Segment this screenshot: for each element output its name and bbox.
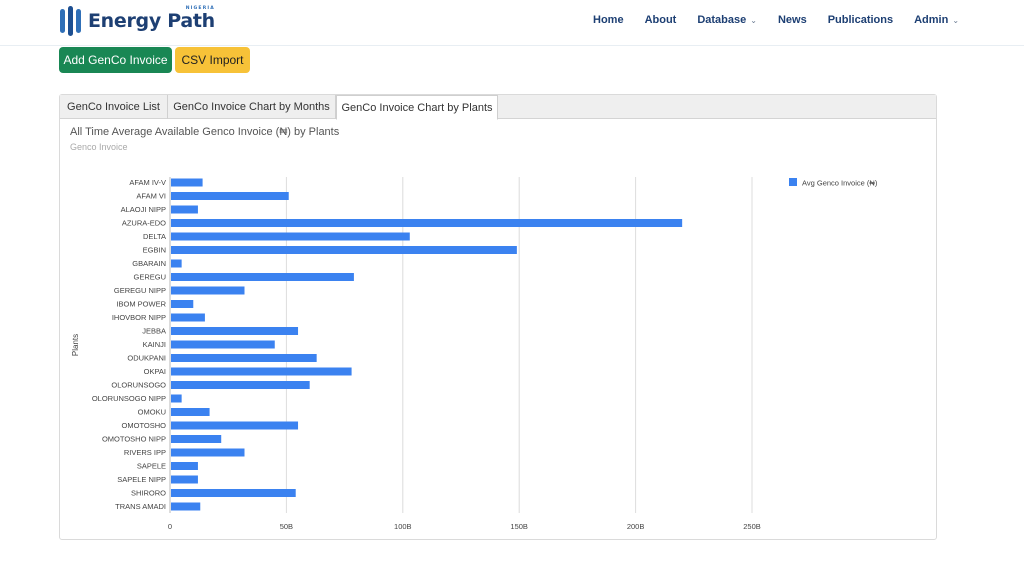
tab-bar: GenCo Invoice List GenCo Invoice Chart b… [60, 95, 936, 120]
y-tick-label: GBARAIN [132, 259, 166, 268]
y-tick-label: JEBBA [142, 327, 166, 336]
y-tick-label: IBOM POWER [116, 300, 166, 309]
y-tick-label: ODUKPANI [127, 354, 166, 363]
x-tick-label: 200B [627, 522, 645, 531]
bar [171, 313, 205, 322]
chart-panel: GenCo Invoice List GenCo Invoice Chart b… [59, 94, 937, 540]
bar [171, 286, 245, 295]
brand-name-text: Energy Path [88, 10, 215, 32]
bar [171, 448, 245, 457]
nav-database[interactable]: Database ⌄ [697, 14, 757, 26]
nav-publications-label: Publications [827, 14, 894, 26]
x-tick-label: 150B [510, 522, 528, 531]
y-axis-title: Plants [71, 334, 80, 356]
y-tick-label: ALAOJI NIPP [121, 205, 166, 214]
y-tick-label: AFAM VI [136, 192, 166, 201]
x-tick-label: 100B [394, 522, 412, 531]
bar [171, 300, 194, 308]
legend-label: Avg Genco Invoice (₦) [802, 179, 878, 188]
bar [171, 381, 310, 389]
x-tick-label: 0 [168, 522, 172, 531]
main-nav: Home About Database ⌄ News Publications A… [593, 14, 980, 26]
bar [171, 219, 683, 227]
chevron-down-icon: ⌄ [952, 15, 960, 25]
nav-about[interactable]: About [645, 14, 677, 26]
bar [171, 178, 203, 187]
y-tick-label: OMOKU [138, 408, 166, 417]
y-tick-label: OLORUNSOGO NIPP [92, 394, 166, 403]
nav-about-label: About [644, 14, 677, 26]
y-tick-label: SHIRORO [131, 489, 166, 498]
bar [171, 367, 352, 376]
logo-bars-icon [60, 6, 81, 36]
y-tick-label: AFAM IV-V [129, 178, 166, 187]
brand-logo[interactable]: NIGERIA Energy Path [60, 6, 215, 36]
nav-news[interactable]: News [778, 14, 807, 26]
legend-swatch [789, 178, 797, 186]
nav-publications[interactable]: Publications [828, 14, 893, 26]
bar [171, 489, 296, 497]
bar [171, 475, 198, 484]
nav-admin[interactable]: Admin ⌄ [914, 14, 959, 26]
bar [171, 394, 182, 403]
tab-genco-invoice-list[interactable]: GenCo Invoice List [60, 95, 168, 119]
brand-name: NIGERIA Energy Path [88, 6, 215, 32]
bar [171, 354, 317, 362]
y-tick-label: DELTA [143, 232, 166, 241]
y-tick-label: GEREGU NIPP [114, 286, 166, 295]
bar-chart: 0 50B 100B 150B 200B 250B AFAM IV-V AFAM VI ALAO… [71, 177, 878, 531]
nav-admin-label: Admin [914, 14, 949, 26]
y-tick-label: AZURA-EDO [122, 219, 166, 228]
bar [171, 408, 210, 416]
bar [171, 259, 182, 268]
y-tick-label: OMOTOSHO NIPP [102, 435, 166, 444]
bar [171, 421, 299, 430]
nav-database-label: Database [697, 14, 747, 26]
bar [171, 435, 222, 443]
csv-import-button[interactable]: CSV Import [175, 47, 250, 73]
y-tick-label: KAINJI [143, 340, 166, 349]
chevron-down-icon: ⌄ [750, 15, 757, 25]
bar [171, 192, 289, 200]
bar [171, 340, 275, 349]
y-tick-label: OMOTOSHO [122, 421, 167, 430]
bar [171, 462, 198, 470]
y-tick-label: RIVERS IPP [124, 448, 166, 457]
nav-news-label: News [777, 14, 807, 26]
add-genco-invoice-button[interactable]: Add GenCo Invoice [59, 47, 172, 73]
bar [171, 205, 198, 214]
y-tick-label: IHOVBOR NIPP [112, 313, 166, 322]
bar [171, 273, 354, 281]
brand-tagline: NIGERIA [185, 6, 215, 11]
y-tick-label: OKPAI [144, 367, 166, 376]
top-navbar: NIGERIA Energy Path Home About Database ⌄… [0, 0, 1024, 46]
bar [171, 502, 201, 511]
bar [171, 327, 299, 335]
y-tick-label: GEREGU [133, 273, 166, 282]
tab-chart-by-plants[interactable]: GenCo Invoice Chart by Plants [336, 95, 498, 120]
nav-home-label: Home [593, 14, 624, 26]
y-tick-label: OLORUNSOGO [111, 381, 166, 390]
bar [171, 232, 410, 241]
tab-chart-by-months[interactable]: GenCo Invoice Chart by Months [168, 95, 336, 119]
x-tick-label: 250B [743, 522, 761, 531]
nav-home[interactable]: Home [593, 14, 624, 26]
y-tick-label: SAPELE NIPP [117, 475, 166, 484]
chart-subtitle: Genco Invoice [70, 142, 128, 152]
y-tick-label: SAPELE [137, 462, 166, 471]
chart-title: All Time Average Available Genco Invoice… [70, 126, 340, 138]
bar [171, 246, 517, 254]
y-tick-label: TRANS AMADI [115, 502, 166, 511]
y-tick-label: EGBIN [143, 246, 166, 255]
x-tick-label: 50B [280, 522, 293, 531]
